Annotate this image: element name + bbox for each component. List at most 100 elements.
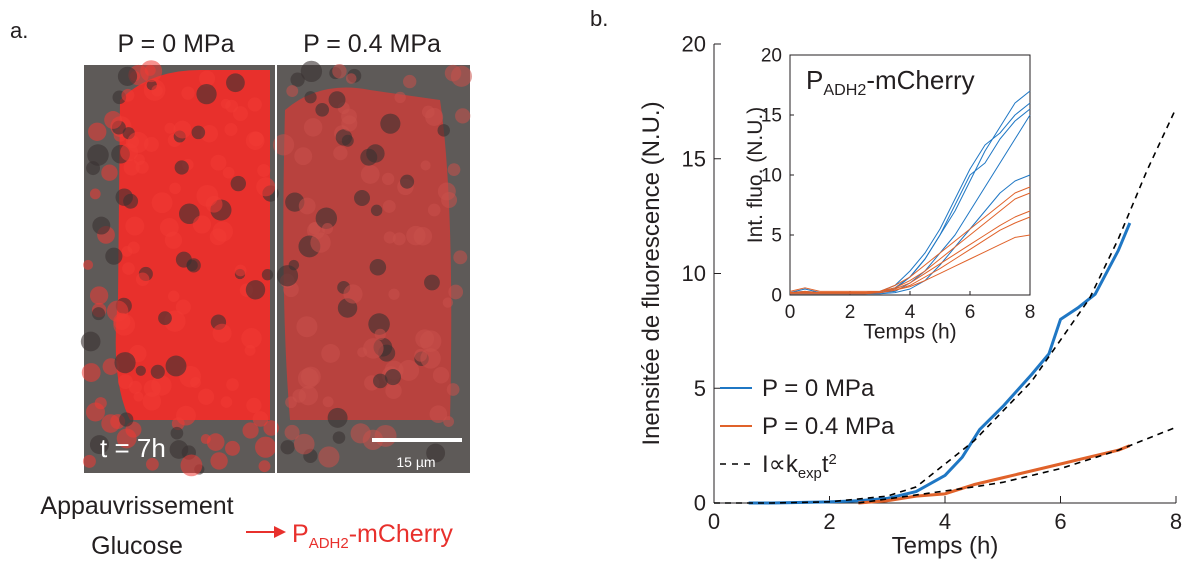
cell [151, 375, 172, 396]
y-tick-label: 5 [694, 376, 706, 401]
inset-box [789, 54, 1031, 296]
x-tick-label: 6 [965, 302, 976, 323]
cell [82, 454, 96, 468]
cell [118, 374, 133, 390]
cell [247, 97, 262, 112]
x-axis-label: Temps (h) [892, 533, 999, 560]
cell [415, 329, 435, 349]
cell [406, 225, 426, 246]
cell [437, 124, 450, 137]
y-tick-label: 10 [682, 261, 706, 286]
x-axis-label: Temps (h) [863, 321, 956, 344]
cell [212, 221, 234, 242]
cell [446, 383, 460, 396]
cell [244, 344, 256, 356]
cell [151, 192, 173, 214]
cell [197, 388, 215, 405]
x-tick-label: 2 [823, 509, 835, 534]
arrow-head [274, 526, 286, 538]
scale-bar-label: 15 µm [396, 454, 435, 470]
cell [121, 88, 135, 102]
cell [116, 428, 137, 449]
cell [425, 107, 444, 126]
cell [332, 63, 347, 79]
cell [242, 422, 259, 439]
cell [304, 91, 317, 104]
cell [135, 365, 146, 376]
cell [146, 457, 159, 471]
cell [89, 188, 101, 200]
cell [200, 434, 211, 445]
cell [370, 204, 383, 217]
cell [286, 85, 299, 97]
cell [169, 440, 189, 459]
panel-label: b. [590, 6, 608, 31]
cell [298, 385, 319, 406]
cell [170, 426, 184, 440]
cell [245, 280, 266, 300]
cell [101, 164, 118, 181]
cell [310, 232, 331, 253]
cell [164, 122, 176, 134]
cell [296, 316, 318, 338]
panel-label: a. [10, 18, 28, 43]
cell [113, 312, 131, 331]
cell [167, 290, 180, 302]
cell-texture [80, 60, 473, 477]
cell [321, 344, 341, 363]
cell [345, 73, 357, 84]
cell [127, 131, 149, 153]
cell [210, 154, 227, 171]
cell [81, 363, 101, 382]
cell [420, 160, 431, 171]
cell [424, 274, 440, 291]
cell [450, 65, 473, 87]
cell [224, 122, 238, 136]
cell [321, 222, 334, 235]
cell [383, 231, 396, 244]
cell [150, 364, 165, 379]
cell [246, 397, 262, 414]
product-label: PADH2-mCherry [292, 520, 453, 552]
y-tick-label: 0 [694, 491, 706, 516]
y-axis-label: Inensitée de fluorescence (N.U.) [638, 101, 665, 445]
series-line [790, 216, 1031, 294]
cell [105, 247, 123, 265]
cell [328, 91, 346, 109]
series-line [789, 186, 1031, 292]
text-part: P [292, 520, 309, 548]
cell [158, 311, 172, 325]
x-tick-label: 4 [905, 302, 916, 323]
cell [384, 368, 402, 386]
y-tick-label: 15 [682, 146, 706, 171]
cell [101, 414, 120, 433]
cell [443, 416, 455, 427]
cell [374, 328, 386, 341]
cell [290, 72, 305, 87]
cell [222, 166, 235, 179]
cell [121, 245, 133, 257]
image-title: P = 0.4 MPa [303, 30, 441, 58]
cell [315, 102, 330, 117]
cell [196, 84, 217, 105]
cell [341, 134, 354, 147]
text-part: P [806, 65, 823, 95]
cell [447, 163, 461, 176]
cell [169, 182, 181, 195]
text-part: I [762, 451, 769, 478]
cell [122, 262, 135, 275]
text-part: ADH2 [823, 81, 866, 99]
cell [176, 405, 196, 426]
cell [191, 125, 206, 140]
series-line [858, 426, 1177, 504]
image-title: P = 0 MPa [118, 30, 235, 58]
cell [360, 164, 380, 184]
cell [392, 232, 406, 246]
cell [89, 286, 109, 305]
cell [327, 407, 348, 428]
text-part: ∝k [769, 451, 799, 478]
cell [332, 431, 346, 444]
cell [142, 392, 162, 411]
cell [426, 443, 446, 463]
